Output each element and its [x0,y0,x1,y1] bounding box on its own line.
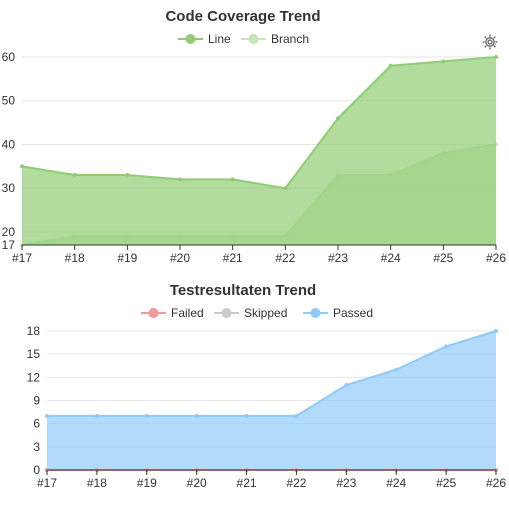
legend-label-line[interactable]: Line [208,32,231,46]
y-tick-label: 17 [2,238,16,252]
y-tick-label: 40 [2,137,16,151]
x-tick-label: #26 [486,251,506,265]
tests-chart: Testresultaten Trend Failed Skipped Passed… [27,282,507,490]
y-tick-label: 12 [27,370,41,384]
y-tick-label: 30 [2,181,16,195]
x-tick-label: #19 [137,476,157,490]
tests-chart-title: Testresultaten Trend [170,282,316,299]
x-tick-label: #21 [223,251,243,265]
gear-icon[interactable] [482,34,498,50]
data-point-passed[interactable] [244,413,249,418]
coverage-chart-title: Code Coverage Trend [165,8,320,25]
coverage-x-ticks: #17 #18 #19 #20 #21 #22 #23 #24 #25 #26 [12,251,506,265]
data-point-passed[interactable] [394,367,399,372]
legend-marker-skipped[interactable] [221,308,232,318]
x-tick-label: #23 [336,476,356,490]
data-point-line[interactable] [20,164,24,169]
x-tick-label: #20 [170,251,190,265]
x-tick-label: #18 [87,476,107,490]
data-point-passed[interactable] [294,413,299,418]
data-point-line[interactable] [72,173,77,178]
series-line-passed [47,330,497,417]
tests-x-axis [46,469,497,475]
x-tick-label: #20 [187,476,207,490]
area-passed [47,331,496,470]
x-tick-label: #25 [433,251,453,265]
y-tick-label: 50 [2,94,16,108]
y-tick-label: 60 [2,50,16,64]
x-tick-label: #24 [386,476,406,490]
y-tick-label: 0 [33,463,40,477]
data-point-passed[interactable] [144,413,149,418]
area-line [22,57,496,245]
data-point-passed[interactable] [194,413,199,418]
coverage-x-axis [21,244,497,250]
data-point-line[interactable] [336,116,340,121]
x-tick-label: #21 [237,476,257,490]
y-tick-label: 18 [27,324,41,338]
legend-label-branch[interactable]: Branch [271,32,309,46]
series-line-line [21,56,497,190]
x-tick-label: #25 [436,476,456,490]
y-tick-label: 15 [27,347,41,361]
y-tick-label: 9 [33,394,40,408]
tests-legend: Failed Skipped Passed [141,306,373,320]
x-tick-label: #24 [381,251,401,265]
x-tick-label: #17 [37,476,57,490]
x-tick-label: #22 [286,476,306,490]
x-tick-label: #26 [486,476,506,490]
x-tick-label: #17 [12,251,32,265]
legend-marker-branch[interactable] [248,34,259,44]
y-tick-label: 6 [33,417,40,431]
x-tick-label: #19 [117,251,137,265]
data-point-line[interactable] [230,177,235,182]
y-tick-label: 20 [2,225,16,239]
tests-x-ticks: #17 #18 #19 #20 #21 #22 #23 #24 #25 #26 [37,476,506,490]
x-tick-label: #22 [275,251,295,265]
data-point-line[interactable] [283,186,288,191]
y-tick-label: 3 [33,440,40,454]
data-point-passed[interactable] [94,413,99,418]
coverage-legend: Line Branch [178,32,309,46]
data-point-passed[interactable] [344,383,349,388]
data-point-line[interactable] [178,177,182,182]
data-point-passed[interactable] [494,329,498,333]
x-tick-label: #18 [65,251,85,265]
data-point-line[interactable] [494,55,498,59]
data-point-passed[interactable] [444,344,449,349]
coverage-areas [20,55,498,247]
legend-label-skipped[interactable]: Skipped [244,306,287,320]
x-tick-label: #23 [328,251,348,265]
data-point-line[interactable] [388,63,393,68]
legend-marker-failed[interactable] [148,308,159,318]
data-point-passed[interactable] [45,413,49,418]
legend-marker-passed[interactable] [310,308,321,318]
legend-label-failed[interactable]: Failed [171,306,204,320]
data-point-line[interactable] [441,59,446,64]
legend-marker-line[interactable] [185,34,196,44]
tests-y-ticks: 0 3 6 9 12 15 18 [27,324,41,477]
legend-label-passed[interactable]: Passed [333,306,373,320]
data-point-line[interactable] [125,173,130,178]
